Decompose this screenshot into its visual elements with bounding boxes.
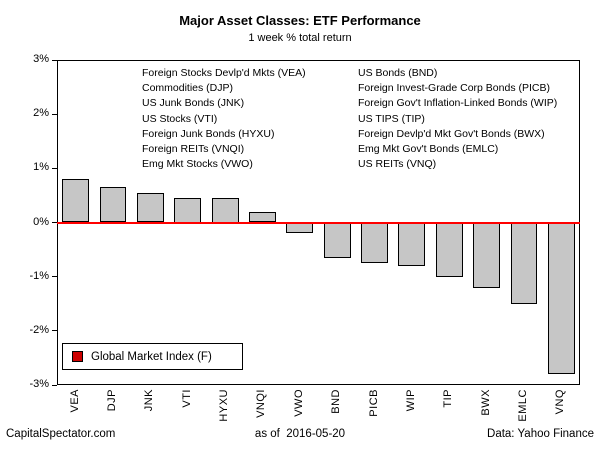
x-tick-label-vwo: VWO [292,389,305,417]
bar-djp [99,187,127,223]
x-tick-label-emlc: EMLC [516,389,529,422]
asset-legend-left-column: Foreign Stocks Devlp'd Mkts (VEA) Commodi… [142,66,306,172]
y-tick-mark [52,113,57,115]
bar-vwo [286,222,314,234]
bar-tip [435,222,463,277]
y-tick-mark [52,276,57,278]
asset-legend-right-column: US Bonds (BND) Foreign Invest-Grade Corp … [358,66,557,172]
asset-legend-line: US Bonds (BND) [358,67,438,79]
x-tick-label-bwx: BWX [479,389,492,416]
bar-vti [174,198,202,223]
footer-source-site: CapitalSpectator.com [6,428,116,440]
asset-legend-line: US Junk Bonds (JNK) [142,97,245,110]
chart-subtitle: 1 week % total return [248,32,352,44]
x-tick-label-jnk: JNK [143,389,156,412]
bar-bwx [473,222,501,288]
asset-legend-line: US TIPS (TIP) [358,112,425,125]
y-tick-label: 0% [33,215,49,228]
x-tick-label-djp: DJP [106,389,119,412]
asset-legend-line: Foreign Junk Bonds (HYXU) [142,127,275,140]
bar-hyxu [211,198,239,223]
y-tick-mark [52,167,57,169]
x-tick-label-wip: WIP [404,389,417,412]
x-tick-label-tip: TIP [442,389,455,408]
x-tick-label-vti: VTI [180,389,193,408]
y-tick-mark [52,222,57,223]
x-tick-label-vnqi: VNQI [255,389,268,418]
gmi-legend-marker-icon [72,351,83,362]
gmi-legend-box: Global Market Index (F) [62,343,243,370]
y-tick-label: -2% [29,323,49,336]
chart-title: Major Asset Classes: ETF Performance [179,13,421,28]
x-tick-label-bnd: BND [330,389,343,414]
y-tick-label: -3% [29,378,49,390]
asset-legend-line: Foreign REITs (VNQI) [142,143,245,156]
asset-legend-line: US Stocks (VTI) [142,112,218,125]
bar-wip [398,222,426,266]
footer-as-of-date: as of 2016-05-20 [254,428,346,440]
bar-vnq [547,222,575,375]
y-tick-mark [52,384,57,386]
asset-legend-line: Foreign Devlp'd Mkt Gov't Bonds (BWX) [358,127,545,140]
asset-legend-line: Emg Mkt Gov't Bonds (EMLC) [358,143,499,156]
asset-legend-line: Foreign Gov't Inflation-Linked Bonds (WI… [358,97,558,110]
footer-data-source: Data: Yahoo Finance [487,428,594,440]
bar-jnk [136,192,164,223]
y-tick-label: 2% [33,107,49,120]
asset-legend-line: Foreign Stocks Devlp'd Mkts (VEA) [142,67,306,79]
asset-legend-line: US REITs (VNQ) [358,158,437,171]
x-tick-label-vnq: VNQ [554,389,567,415]
bar-vea [62,179,90,223]
zero-reference-line [57,221,580,224]
asset-legend-line: Commodities (DJP) [142,82,234,95]
gmi-legend-label: Global Market Index (F) [91,350,212,363]
bar-picb [361,222,388,264]
asset-legend-line: Emg Mkt Stocks (VWO) [142,158,253,171]
y-tick-mark [52,59,57,61]
x-tick-label-vea: VEA [68,389,81,413]
y-tick-label: 3% [33,53,49,65]
bar-bnd [323,222,351,258]
x-tick-label-picb: PICB [367,389,380,417]
y-tick-label: 1% [33,161,49,174]
x-tick-label-hyxu: HYXU [218,389,231,422]
asset-legend-line: Foreign Invest-Grade Corp Bonds (PICB) [358,82,550,95]
y-tick-label: -1% [29,269,49,282]
y-tick-mark [52,330,57,332]
bar-emlc [510,222,538,304]
